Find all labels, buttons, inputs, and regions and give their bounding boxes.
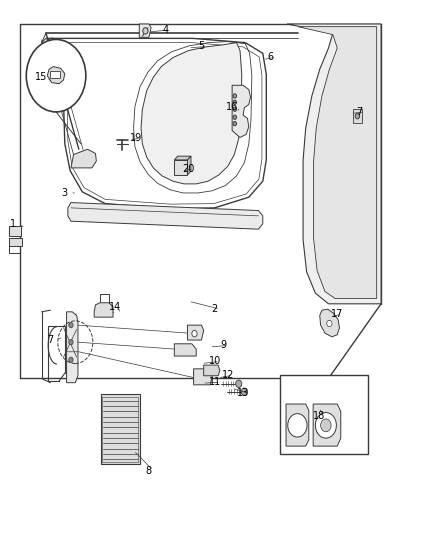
Polygon shape [174,160,187,175]
Polygon shape [286,404,309,446]
Text: 6: 6 [268,52,274,62]
Text: 17: 17 [331,310,343,319]
Circle shape [236,380,242,387]
Polygon shape [47,67,65,84]
Circle shape [69,340,73,345]
Text: 16: 16 [226,102,238,111]
Circle shape [288,414,307,437]
Circle shape [233,122,237,126]
Circle shape [143,28,148,34]
Circle shape [26,39,86,112]
Polygon shape [68,203,263,229]
Text: 4: 4 [162,25,169,35]
Circle shape [233,100,237,104]
Circle shape [192,330,197,337]
Polygon shape [46,38,266,209]
Polygon shape [141,43,242,184]
Bar [102,397,138,462]
Polygon shape [174,156,191,160]
Circle shape [69,322,73,328]
Polygon shape [174,344,196,356]
Text: 11: 11 [209,377,222,387]
Polygon shape [71,149,96,168]
Circle shape [241,388,247,395]
Text: 12: 12 [222,370,234,380]
Circle shape [233,107,237,111]
Circle shape [233,94,237,98]
Polygon shape [313,404,341,446]
Circle shape [69,357,73,362]
Polygon shape [320,309,339,337]
Polygon shape [298,27,377,298]
Text: 19: 19 [130,133,142,142]
Bar [101,394,140,464]
Polygon shape [194,369,212,385]
Text: 3: 3 [62,188,68,198]
Polygon shape [67,312,78,383]
Text: 9: 9 [220,341,226,350]
Circle shape [315,413,336,438]
Text: 7: 7 [47,335,53,345]
Circle shape [233,115,237,119]
Bar [9,226,21,236]
Polygon shape [182,40,189,49]
Text: 15: 15 [35,72,48,82]
Polygon shape [287,24,381,304]
Polygon shape [204,365,220,376]
Polygon shape [187,325,204,340]
Bar [50,71,60,78]
Circle shape [355,114,360,119]
Polygon shape [187,156,191,175]
Text: 2: 2 [212,304,218,314]
Bar [353,109,362,123]
Text: 14: 14 [109,302,121,312]
Polygon shape [94,303,113,317]
Bar [9,238,22,246]
Circle shape [321,419,331,432]
Text: 10: 10 [208,357,221,366]
Polygon shape [139,24,151,37]
Bar [280,375,368,454]
Polygon shape [232,85,251,138]
Text: 18: 18 [313,411,325,421]
Text: 20: 20 [182,164,194,174]
Text: 5: 5 [198,42,205,51]
Text: 13: 13 [237,389,249,398]
Text: 8: 8 [145,466,151,475]
Circle shape [327,320,332,327]
Text: 1: 1 [10,219,16,229]
Text: 7: 7 [356,107,362,117]
